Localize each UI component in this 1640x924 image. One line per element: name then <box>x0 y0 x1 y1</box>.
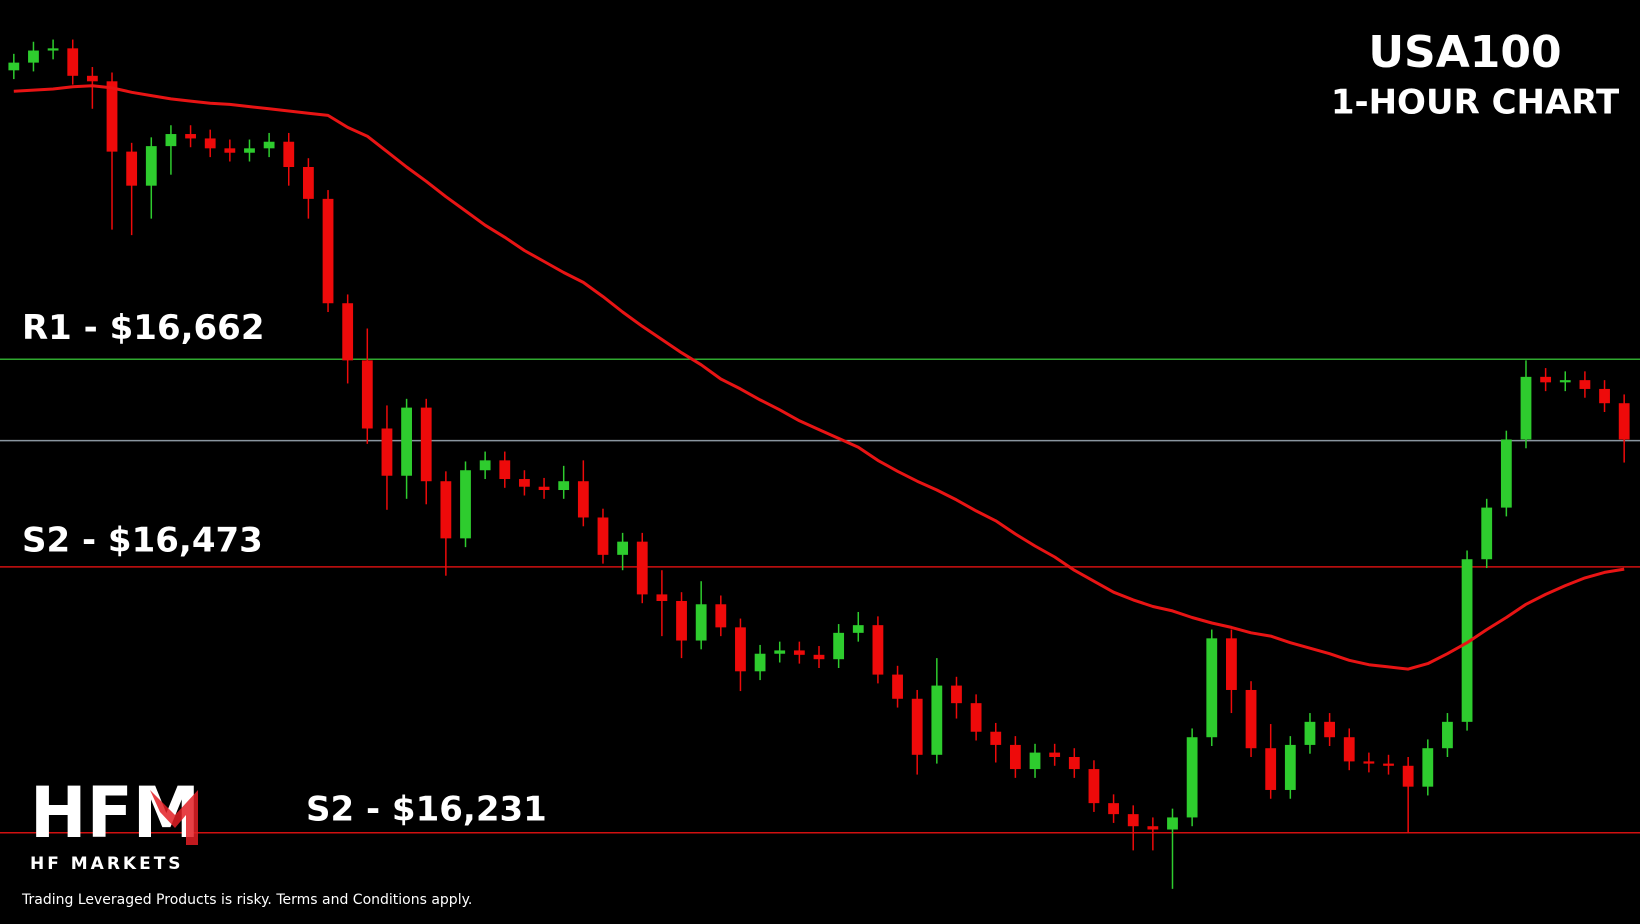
candle-body <box>499 460 511 480</box>
candle-body <box>577 481 589 518</box>
candle-body <box>1599 388 1610 404</box>
candle-body <box>951 685 962 704</box>
level-label: S2 - $16,473 <box>22 520 263 560</box>
chart-title: USA100 <box>1368 27 1561 78</box>
candle-body <box>636 541 648 595</box>
candle-body <box>302 167 314 199</box>
candle-body <box>1049 752 1061 757</box>
candle-body <box>1363 761 1375 764</box>
candle-body <box>735 627 746 672</box>
candle-body <box>1402 765 1414 787</box>
candle-body <box>1167 817 1178 830</box>
candle-body <box>597 517 609 555</box>
candle-body <box>892 674 903 699</box>
candle-body <box>1245 689 1257 749</box>
candle-body <box>970 703 982 732</box>
candle-body <box>1226 638 1237 690</box>
candle-body <box>911 698 923 755</box>
candle-body <box>1559 380 1571 383</box>
candle-body <box>1009 744 1021 770</box>
candle-body <box>676 600 687 641</box>
candle-body <box>1540 376 1552 383</box>
candle-body <box>185 134 196 139</box>
candle-body <box>1186 737 1198 818</box>
logo: HFM HF MARKETS <box>30 772 200 874</box>
candle-body <box>283 141 295 168</box>
logo-mark: HFM <box>30 772 200 854</box>
moving-average <box>13 84 1625 671</box>
candle-body <box>440 481 452 539</box>
candle-body <box>145 146 157 186</box>
candle-body <box>519 479 530 487</box>
candle-body <box>872 625 884 675</box>
candle-body <box>1422 748 1434 787</box>
candle-body <box>695 604 707 641</box>
candle-body <box>1461 559 1473 722</box>
candle-body <box>28 50 39 63</box>
candle-body <box>1520 376 1532 440</box>
candle-body <box>224 148 236 153</box>
candle-body <box>1500 439 1512 508</box>
candle-body <box>558 481 570 491</box>
candle-body <box>1088 769 1100 804</box>
candle-body <box>1147 826 1159 830</box>
candle-body <box>852 625 864 633</box>
candle-body <box>990 731 1002 745</box>
candle-body <box>361 360 373 429</box>
candle-body <box>1383 763 1394 766</box>
candle-body <box>67 48 79 76</box>
candle-body <box>754 653 766 672</box>
candle-body <box>1265 748 1277 790</box>
candle-body <box>1029 752 1041 770</box>
candle-body <box>322 198 334 304</box>
candle-body <box>420 407 432 482</box>
chart-subtitle: 1-HOUR CHART <box>1331 83 1620 123</box>
candle-body <box>460 470 471 539</box>
candle-body <box>1481 507 1493 560</box>
level-label: S2 - $16,231 <box>306 789 547 829</box>
candle-body <box>538 486 550 491</box>
candle-body <box>1304 721 1316 745</box>
candle-body <box>1442 721 1453 749</box>
level-label: R1 - $16,662 <box>22 308 264 348</box>
candle-body <box>774 650 786 654</box>
candle-body <box>165 134 177 147</box>
plot-area <box>0 39 1640 889</box>
candle-body <box>617 541 629 555</box>
candle-body <box>244 148 255 153</box>
candle-body <box>86 75 98 82</box>
candle-body <box>931 685 943 755</box>
candle-body <box>401 407 412 476</box>
candle-body <box>381 428 393 476</box>
candle-body <box>8 62 20 71</box>
candle-body <box>47 48 59 51</box>
candle-body <box>479 460 491 471</box>
candle-body <box>793 650 805 655</box>
candle-body <box>126 151 138 186</box>
logo-text: HF MARKETS <box>30 854 184 874</box>
candle-body <box>1343 737 1355 762</box>
candle-body <box>204 138 216 149</box>
candle-body <box>1618 403 1630 440</box>
candle-body <box>1068 756 1080 770</box>
candle-body <box>1127 814 1139 827</box>
candle-body <box>342 303 354 361</box>
candle-body <box>715 604 727 628</box>
logo-accent <box>150 790 198 845</box>
candle-body <box>1108 803 1119 815</box>
candle-body <box>1324 721 1336 738</box>
candle-body <box>263 141 275 149</box>
candle-body <box>656 594 668 601</box>
candle-body <box>833 632 845 660</box>
candle-body <box>106 81 118 152</box>
disclaimer: Trading Leveraged Products is risky. Ter… <box>21 892 472 908</box>
candle-body <box>1206 638 1218 738</box>
candle-body <box>813 654 825 660</box>
candle-body <box>1284 744 1296 790</box>
candle-body <box>1579 380 1591 389</box>
